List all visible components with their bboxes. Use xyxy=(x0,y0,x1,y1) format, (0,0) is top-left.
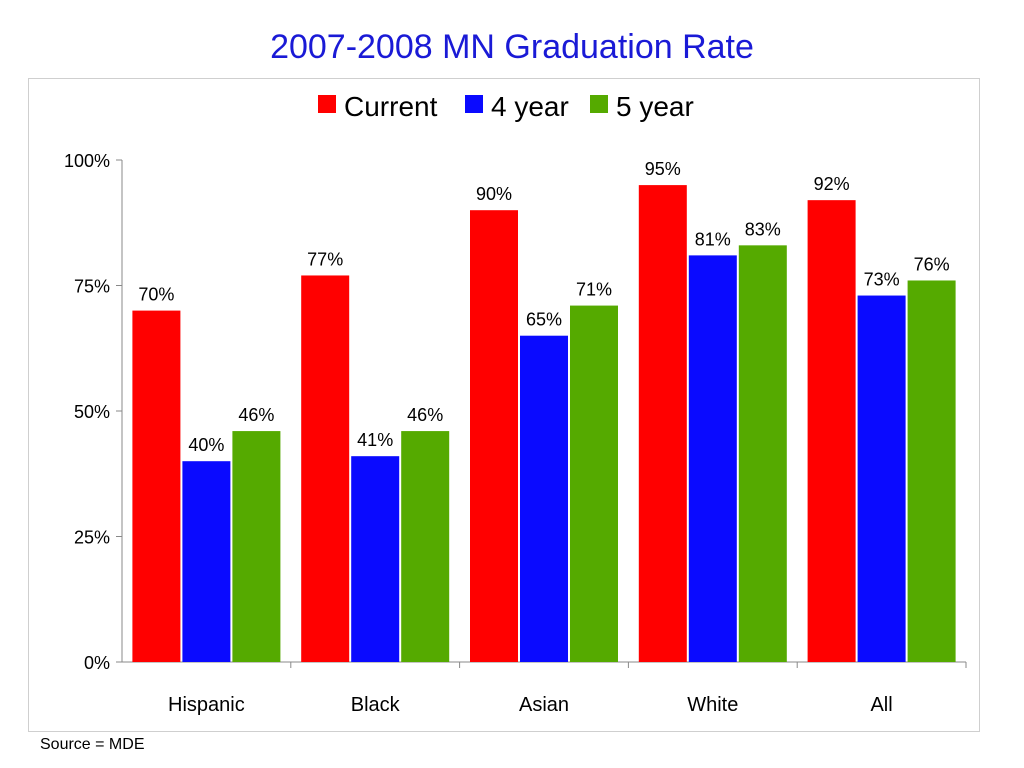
category-label-1: Black xyxy=(351,694,401,716)
category-label-4: All xyxy=(870,694,892,716)
legend-label-0: Current xyxy=(344,91,438,122)
slide-title: 2007-2008 MN Graduation Rate xyxy=(270,28,754,66)
legend-label-2: 5 year xyxy=(616,91,694,122)
legend-swatch-1 xyxy=(465,95,483,113)
y-tick-label-2: 50% xyxy=(74,402,110,422)
y-tick-label-3: 75% xyxy=(74,277,110,297)
bar-hispanic-2 xyxy=(232,431,281,662)
legend-swatch-2 xyxy=(590,95,608,113)
bar-all-1 xyxy=(857,295,906,662)
category-label-0: Hispanic xyxy=(168,694,245,716)
data-label-black-0: 77% xyxy=(307,249,343,269)
bar-hispanic-0 xyxy=(132,310,181,662)
data-label-all-0: 92% xyxy=(814,174,850,194)
legend-swatch-0 xyxy=(318,95,336,113)
y-tick-label-4: 100% xyxy=(64,151,110,171)
bar-white-1 xyxy=(688,255,737,662)
data-label-asian-0: 90% xyxy=(476,184,512,204)
category-label-2: Asian xyxy=(519,694,569,716)
bar-all-0 xyxy=(807,200,856,662)
bar-hispanic-1 xyxy=(182,461,231,662)
bar-all-2 xyxy=(907,280,956,662)
bar-asian-1 xyxy=(520,335,568,662)
bar-white-2 xyxy=(738,245,787,662)
source-note: Source = MDE xyxy=(40,736,145,753)
y-tick-label-0: 0% xyxy=(84,653,110,673)
legend-label-1: 4 year xyxy=(491,91,569,122)
chart-frame xyxy=(28,78,980,732)
bar-asian-0 xyxy=(470,210,518,662)
bar-white-0 xyxy=(638,185,687,662)
data-label-hispanic-2: 46% xyxy=(238,405,274,425)
bar-asian-2 xyxy=(570,305,618,662)
data-label-white-2: 83% xyxy=(745,219,781,239)
bar-black-2 xyxy=(401,431,450,662)
data-label-asian-1: 65% xyxy=(526,310,562,330)
bar-black-1 xyxy=(351,456,400,662)
data-label-black-2: 46% xyxy=(407,405,443,425)
data-label-white-0: 95% xyxy=(645,159,681,179)
data-label-white-1: 81% xyxy=(695,229,731,249)
bar-black-0 xyxy=(301,275,350,662)
data-label-all-1: 73% xyxy=(864,270,900,290)
data-label-asian-2: 71% xyxy=(576,280,612,300)
data-label-hispanic-1: 40% xyxy=(188,435,224,455)
category-label-3: White xyxy=(687,694,738,716)
data-label-hispanic-0: 70% xyxy=(138,285,174,305)
y-tick-label-1: 25% xyxy=(74,528,110,548)
data-label-black-1: 41% xyxy=(357,430,393,450)
data-label-all-2: 76% xyxy=(914,254,950,274)
